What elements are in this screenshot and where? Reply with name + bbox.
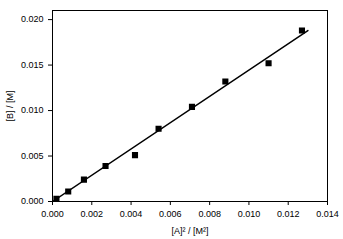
svg-text:0.000: 0.000 xyxy=(21,196,44,206)
svg-text:0.020: 0.020 xyxy=(21,14,44,24)
svg-text:0.010: 0.010 xyxy=(21,105,44,115)
svg-text:0.002: 0.002 xyxy=(81,209,104,219)
svg-text:0.015: 0.015 xyxy=(21,60,44,70)
svg-text:0.014: 0.014 xyxy=(316,209,339,219)
svg-text:0.012: 0.012 xyxy=(277,209,300,219)
svg-text:[B] / [M]: [B] / [M] xyxy=(5,90,15,121)
svg-text:0.000: 0.000 xyxy=(41,209,64,219)
svg-text:0.005: 0.005 xyxy=(21,151,44,161)
svg-text:0.010: 0.010 xyxy=(238,209,261,219)
svg-text:0.006: 0.006 xyxy=(159,209,182,219)
svg-text:0.004: 0.004 xyxy=(120,209,143,219)
svg-text:0.008: 0.008 xyxy=(198,209,221,219)
svg-text:[A]² / [M²]: [A]² / [M²] xyxy=(172,226,209,236)
